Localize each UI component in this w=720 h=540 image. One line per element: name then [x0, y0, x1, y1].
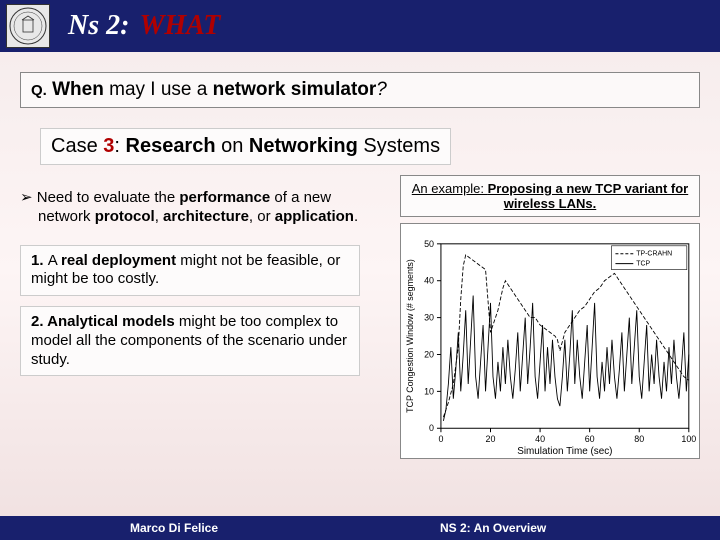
- svg-text:50: 50: [424, 239, 434, 249]
- svg-text:100: 100: [681, 434, 696, 444]
- title-ns2: Ns 2:: [68, 10, 129, 42]
- svg-text:10: 10: [424, 386, 434, 396]
- question-box: Q. When may I use a network simulator?: [20, 72, 700, 108]
- svg-text:40: 40: [535, 434, 545, 444]
- footer-title: NS 2: An Overview: [440, 521, 546, 535]
- svg-text:30: 30: [424, 313, 434, 323]
- svg-text:TCP: TCP: [636, 261, 650, 268]
- tcp-chart: 0 20 40 60 80 100 0 10 20 30 40 50 Simulation Time (…: [400, 223, 700, 459]
- svg-text:0: 0: [438, 434, 443, 444]
- right-column: An example: Proposing a new TCP variant …: [400, 175, 700, 459]
- svg-text:60: 60: [585, 434, 595, 444]
- svg-text:40: 40: [424, 276, 434, 286]
- slide-header: Ns 2: WHAT: [0, 0, 720, 52]
- q-prefix: Q.: [31, 82, 47, 99]
- bullet-need: Need to evaluate the performance of a ne…: [38, 189, 380, 227]
- svg-text:TP-CRAHN: TP-CRAHN: [636, 251, 672, 258]
- svg-text:TCP Congestion Window (# segme: TCP Congestion Window (# segments): [405, 259, 415, 413]
- left-column: Need to evaluate the performance of a ne…: [20, 175, 380, 386]
- footer-author: Marco Di Felice: [130, 521, 218, 535]
- svg-text:0: 0: [429, 423, 434, 433]
- case-box: Case 3: Research on Networking Systems: [40, 128, 451, 165]
- reason-box-2: 2. Analytical models might be too comple…: [20, 306, 360, 376]
- svg-text:20: 20: [486, 434, 496, 444]
- figure-caption: An example: Proposing a new TCP variant …: [400, 175, 700, 217]
- svg-text:20: 20: [424, 349, 434, 359]
- reason-box-1: 1. A real deployment might not be feasib…: [20, 245, 360, 297]
- svg-text:Simulation Time (sec): Simulation Time (sec): [517, 446, 612, 457]
- slide-footer: Marco Di Felice NS 2: An Overview: [0, 516, 720, 540]
- university-logo: [6, 4, 50, 48]
- svg-text:80: 80: [634, 434, 644, 444]
- title-what: WHAT: [139, 10, 220, 42]
